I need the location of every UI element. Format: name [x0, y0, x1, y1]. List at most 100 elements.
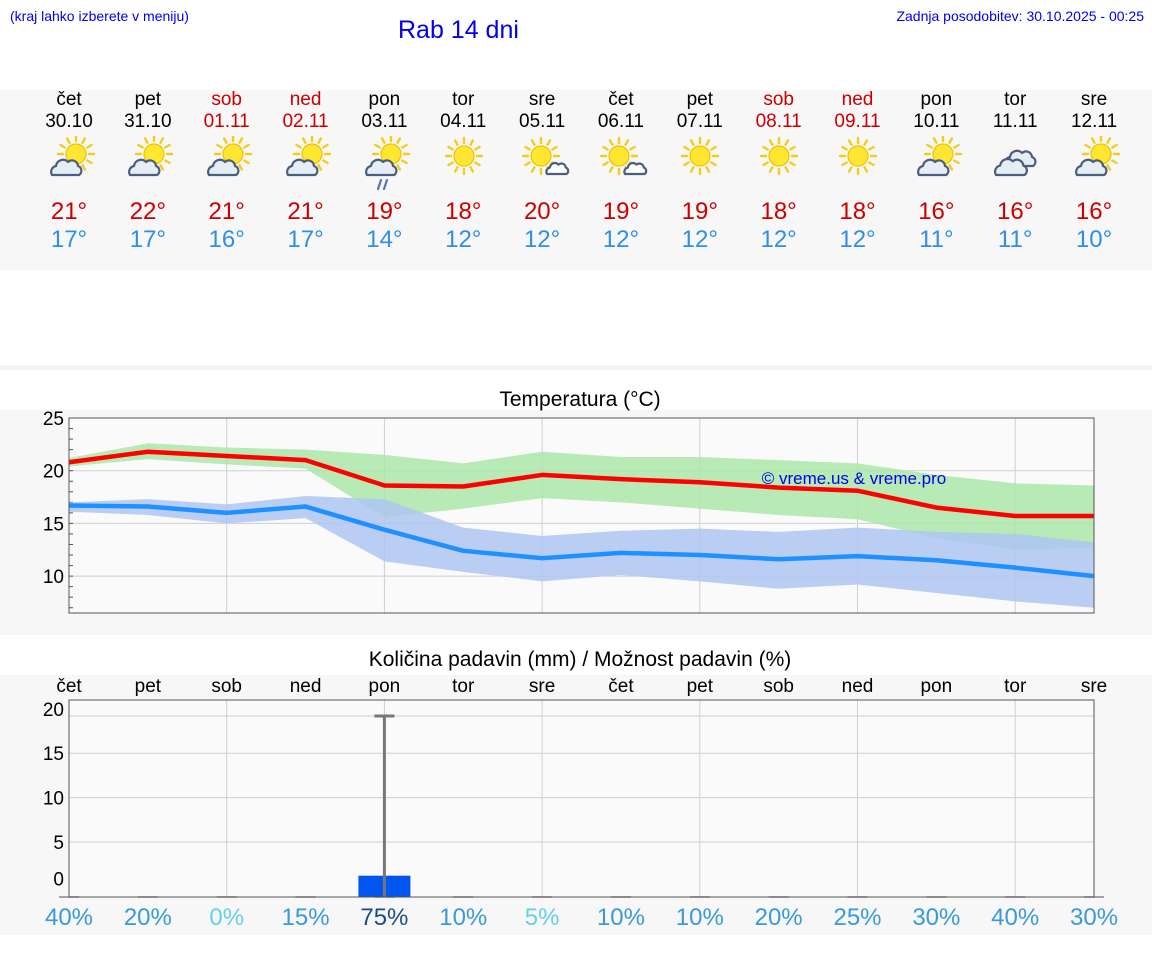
mostly-sunny-icon	[521, 136, 569, 176]
daily-forecast-strip	[0, 90, 1152, 270]
precipitation-chart-title: Količina padavin (mm) / Možnost padavin …	[368, 648, 792, 671]
precip-day-label: tor	[1004, 676, 1027, 697]
mostly-sunny-icon	[581, 136, 660, 196]
max-temperature: 18°	[760, 198, 797, 225]
precip-chance-label: 20%	[123, 904, 172, 931]
day-name: ned	[289, 89, 322, 110]
precip-day-label: čet	[56, 676, 82, 697]
precip-day-label: pon	[368, 676, 401, 697]
day-name: sre	[1080, 89, 1108, 110]
day-name: ned	[841, 89, 874, 110]
day-name: pon	[368, 89, 401, 110]
sunny-icon	[444, 136, 483, 176]
precip-day-label: sob	[211, 676, 242, 697]
day-date: 04.11	[440, 111, 487, 132]
day-date: 07.11	[676, 111, 723, 132]
temp-axis-tick-label: 25	[43, 409, 64, 430]
precip-day-label: sre	[1080, 676, 1108, 697]
precip-day-label: sob	[763, 676, 794, 697]
precip-day-label: čet	[608, 676, 634, 697]
mostly-sunny-icon	[503, 136, 582, 196]
sunny-icon	[660, 136, 739, 196]
precip-chance-label: 15%	[281, 904, 330, 931]
min-temperature: 12°	[523, 226, 561, 253]
cloudy-icon	[976, 136, 1055, 196]
min-temperature-line	[68, 503, 1095, 579]
precip-chance-label: 40%	[44, 904, 94, 931]
precip-day-label: pon	[920, 676, 953, 697]
partly-cloudy-icon	[916, 136, 963, 177]
min-temperature-range	[69, 496, 1095, 608]
page-title: Rab 14 dni	[398, 16, 519, 44]
precip-chance-label: 25%	[833, 904, 882, 931]
temp-axis-tick-label: 20	[43, 462, 64, 483]
day-name: pet	[134, 89, 162, 110]
day-date: 02.11	[282, 111, 329, 132]
partly-cloudy-icon	[266, 136, 345, 196]
day-date: 01.11	[203, 111, 250, 132]
precip-day-label: ned	[841, 676, 874, 697]
sunny-icon	[424, 136, 503, 196]
max-temperature: 19°	[366, 198, 403, 225]
day-name: sob	[763, 89, 794, 110]
precip-axis-tick-label: 15	[43, 744, 64, 765]
partly-cloudy-icon	[128, 136, 174, 177]
min-temperature: 12°	[602, 226, 640, 253]
precip-chance-label: 30%	[1070, 904, 1119, 931]
min-temperature: 14°	[366, 226, 403, 253]
mostly-sunny-icon	[600, 136, 648, 176]
max-temperature: 20°	[523, 198, 561, 225]
min-temperature: 11°	[919, 226, 954, 253]
precip-axis-tick-label: 5	[53, 833, 64, 854]
day-name: sre	[528, 89, 556, 110]
day-name: sob	[211, 89, 242, 110]
min-temperature: 11°	[997, 226, 1033, 253]
day-date: 06.11	[597, 111, 644, 132]
day-name: tor	[452, 89, 475, 110]
temperature-plot-frame	[68, 417, 1095, 614]
rain-showers-icon	[345, 136, 424, 196]
partly-cloudy-icon	[30, 136, 109, 196]
max-temperature: 19°	[681, 198, 718, 225]
precip-axis-tick-label: 0	[53, 869, 64, 890]
min-temperature: 17°	[50, 226, 88, 253]
day-date: 05.11	[519, 111, 566, 132]
rain-showers-icon	[364, 136, 411, 191]
precip-axis-tick-label: 20	[43, 700, 64, 721]
min-temperature: 17°	[287, 226, 324, 253]
day-date: 08.11	[755, 111, 802, 132]
location-hint-link[interactable]: (kraj lahko izberete v meniju)	[10, 8, 189, 24]
max-temperature: 21°	[287, 198, 324, 225]
max-temperature: 22°	[129, 198, 166, 225]
precip-day-label: pet	[686, 676, 713, 697]
max-temperature-range	[69, 443, 1095, 550]
precip-day-label: ned	[289, 676, 322, 697]
section-divider	[0, 365, 1152, 370]
min-temperature: 12°	[445, 226, 482, 253]
day-name: tor	[1004, 89, 1027, 110]
temp-axis-tick-label: 10	[43, 567, 64, 588]
min-temperature: 12°	[760, 226, 797, 253]
sunny-icon	[681, 136, 720, 176]
partly-cloudy-icon	[1074, 136, 1120, 177]
day-name: čet	[608, 89, 634, 110]
temp-axis-tick-label: 15	[43, 514, 64, 535]
temperature-chart-title: Temperatura (°C)	[499, 388, 661, 411]
precip-axis-tick-label: 10	[43, 789, 64, 810]
precip-chance-label: 40%	[991, 904, 1040, 931]
day-date: 09.11	[834, 111, 881, 132]
partly-cloudy-icon	[187, 136, 266, 196]
day-name: čet	[56, 89, 82, 110]
day-name: pet	[686, 89, 713, 110]
precip-chance-label: 20%	[754, 904, 803, 931]
partly-cloudy-icon	[108, 136, 187, 196]
sunny-icon	[759, 136, 799, 176]
min-temperature: 17°	[129, 226, 166, 253]
max-temperature: 18°	[839, 198, 876, 225]
min-temperature: 10°	[1075, 226, 1113, 253]
day-date: 30.10	[45, 111, 93, 132]
precip-chance-label: 5%	[524, 904, 560, 931]
partly-cloudy-icon	[897, 136, 976, 196]
last-updated-text: Zadnja posodobitev: 30.10.2025 - 00:25	[896, 8, 1144, 24]
